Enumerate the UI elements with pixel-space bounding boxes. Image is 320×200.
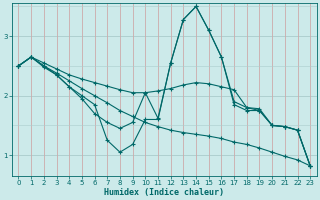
X-axis label: Humidex (Indice chaleur): Humidex (Indice chaleur) <box>104 188 224 197</box>
